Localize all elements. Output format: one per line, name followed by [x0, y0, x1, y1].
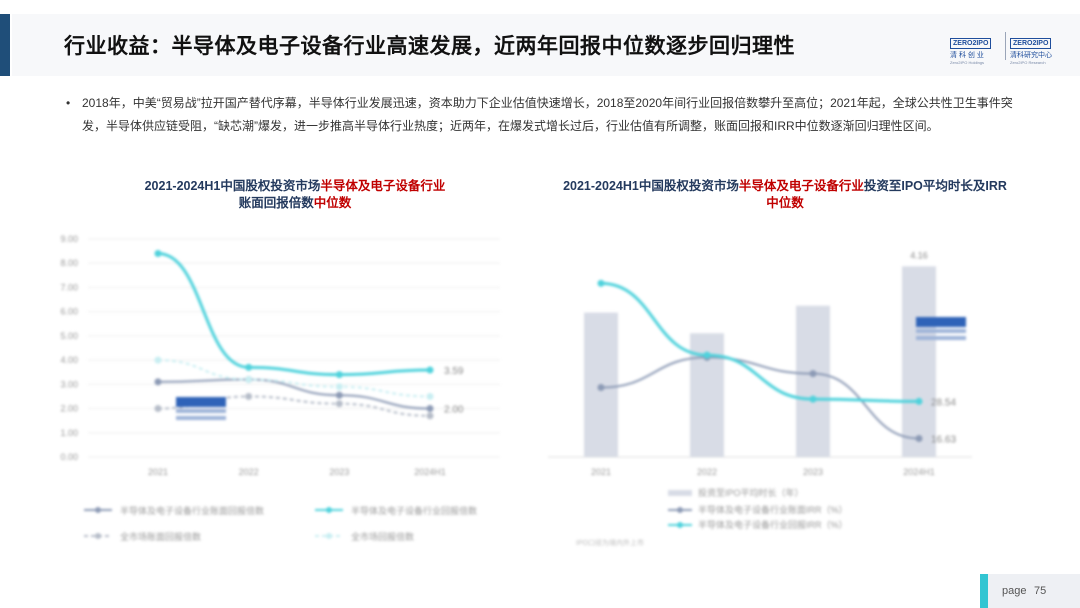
data-label: 2.00 — [444, 405, 464, 416]
data-point — [154, 378, 162, 386]
data-point — [426, 412, 434, 420]
zero2ipo-research-logo: ZERO2IPO 清科研究中心 Zero2IPO Research — [1010, 38, 1052, 65]
footer-page-box — [988, 574, 1080, 608]
legend-marker — [677, 522, 683, 528]
data-point — [915, 434, 923, 442]
title-accent-bar — [0, 14, 10, 76]
watermark-logo-text — [176, 409, 226, 413]
watermark-logo-top — [916, 317, 966, 327]
page-title: 行业收益：半导体及电子设备行业高速发展，近两年回报中位数逐步回归理性 — [64, 35, 795, 58]
data-point — [809, 370, 817, 378]
legend-label: 半导体及电子设备行业账面IRR（%） — [698, 504, 848, 515]
x-tick-label: 2023 — [329, 467, 349, 477]
data-point — [426, 405, 434, 413]
data-point — [335, 391, 343, 399]
bar-data-label: 4.16 — [910, 250, 928, 260]
x-tick-label: 2024H1 — [903, 467, 935, 477]
data-point — [809, 395, 817, 403]
x-tick-label: 2022 — [239, 467, 259, 477]
x-tick-label: 2022 — [697, 467, 717, 477]
data-point — [335, 400, 343, 408]
series-line — [157, 378, 431, 410]
series-line — [600, 356, 920, 440]
legend-label: 投资至IPO平均时长（年） — [698, 487, 804, 498]
page-label: page — [1002, 585, 1027, 597]
y-tick-label: 2.00 — [60, 404, 78, 414]
data-point — [154, 250, 162, 258]
bullet-dot: • — [66, 96, 71, 110]
legend-label: 半导体及电子设备行业回报IRR（%） — [698, 519, 848, 530]
watermark-logo-text — [916, 336, 966, 340]
right-chart: 4.16 2021 2022 2023 2024H1 16.63 28.54 投资至IPO平均… — [548, 250, 972, 547]
legend-marker — [677, 507, 683, 513]
left-chart: 0.00 1.00 2.00 3.00 4.00 5.00 6.00 7.00 8.00 9.00… — [60, 234, 500, 542]
data-point — [426, 366, 434, 374]
y-tick-label: 9.00 — [60, 234, 78, 244]
bar — [902, 266, 936, 457]
summary-bullet: • 2018年，中美“贸易战”拉开国产替代序幕，半导体行业发展迅速，资本助力下企… — [66, 92, 1026, 138]
zero2ipo-holdings-logo: ZERO2IPO 清 科 创 业 Zero2IPO Holdings — [950, 32, 1004, 65]
header-panel — [12, 14, 1080, 76]
legend-marker — [95, 533, 101, 539]
data-point — [335, 371, 343, 379]
left-chart-title: 2021-2024H1中国股权投资市场半导体及电子设备行业 账面回报倍数中位数 — [144, 179, 446, 210]
legend-label: 全市场回报倍数 — [351, 531, 414, 542]
y-tick-label: 6.00 — [60, 307, 78, 317]
watermark-logo-top — [176, 397, 226, 407]
header: 行业收益：半导体及电子设备行业高速发展，近两年回报中位数逐步回归理性 ZERO2… — [0, 0, 1080, 86]
series-line — [157, 252, 431, 377]
page-number: 75 — [1034, 585, 1047, 597]
right-chart-title: 2021-2024H1中国股权投资市场半导体及电子设备行业投资至IPO平均时长及… — [563, 179, 1007, 210]
data-point — [154, 405, 162, 413]
data-point — [245, 363, 253, 371]
data-point — [597, 279, 605, 287]
data-point — [426, 392, 434, 400]
footer-accent-bar — [980, 574, 988, 608]
legend-label: 半导体及电子设备行业回报倍数 — [351, 505, 477, 516]
data-label: 28.54 — [931, 397, 956, 408]
bar — [796, 305, 830, 457]
data-point — [154, 356, 162, 364]
data-point — [703, 351, 711, 359]
data-point — [335, 383, 343, 391]
legend-label: 半导体及电子设备行业账面回报倍数 — [120, 505, 264, 516]
data-label: 16.63 — [931, 434, 956, 445]
x-tick-label: 2021 — [148, 467, 168, 477]
data-point — [245, 375, 253, 383]
legend-marker — [326, 533, 332, 539]
x-tick-label: 2023 — [803, 467, 823, 477]
data-point — [915, 397, 923, 405]
y-tick-label: 1.00 — [60, 428, 78, 438]
y-tick-label: 5.00 — [60, 331, 78, 341]
logo-divider — [1005, 32, 1006, 60]
x-tick-label: 2024H1 — [414, 467, 446, 477]
watermark-logo-text — [176, 416, 226, 420]
y-tick-label: 7.00 — [60, 282, 78, 292]
data-point — [597, 384, 605, 392]
y-tick-label: 0.00 — [60, 452, 78, 462]
chart-note: IPO口径为境内外上市 — [576, 538, 644, 547]
y-tick-label: 4.00 — [60, 355, 78, 365]
y-tick-label: 8.00 — [60, 258, 78, 268]
watermark-logo-text — [916, 329, 966, 333]
summary-text: 2018年，中美“贸易战”拉开国产替代序幕，半导体行业发展迅速，资本助力下企业估… — [82, 96, 1013, 133]
series-line — [600, 281, 920, 403]
series-line — [157, 359, 431, 398]
legend-marker — [326, 507, 332, 513]
legend-label: 全市场账面回报倍数 — [120, 531, 201, 542]
data-label: 3.59 — [444, 366, 464, 377]
y-tick-label: 3.00 — [60, 379, 78, 389]
data-point — [245, 392, 253, 400]
legend-marker — [95, 507, 101, 513]
x-tick-label: 2021 — [591, 467, 611, 477]
